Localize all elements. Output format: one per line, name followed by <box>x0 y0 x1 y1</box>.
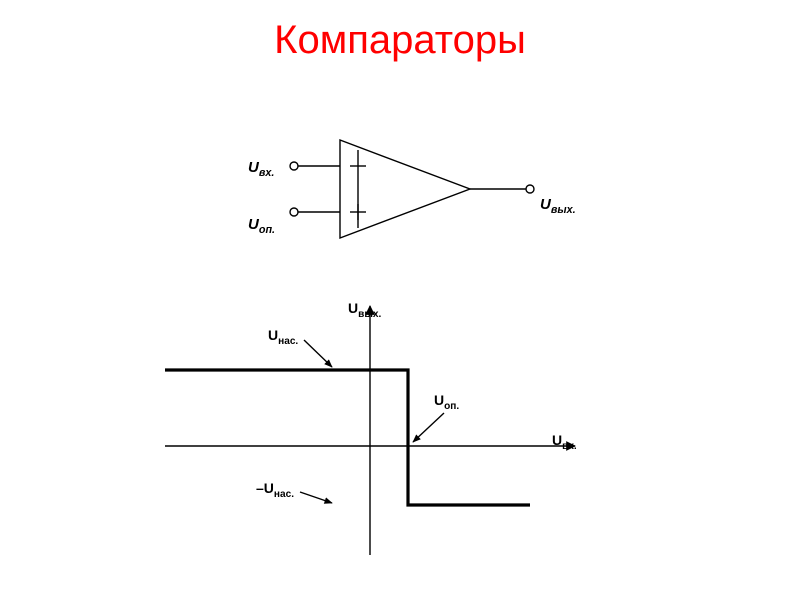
opamp-symbol <box>290 140 534 238</box>
transfer-graph <box>165 306 575 555</box>
diagram-svg <box>0 0 800 600</box>
slide: Компараторы Uвх. Uоп. Uвых. Uвых. Uвх. U… <box>0 0 800 600</box>
